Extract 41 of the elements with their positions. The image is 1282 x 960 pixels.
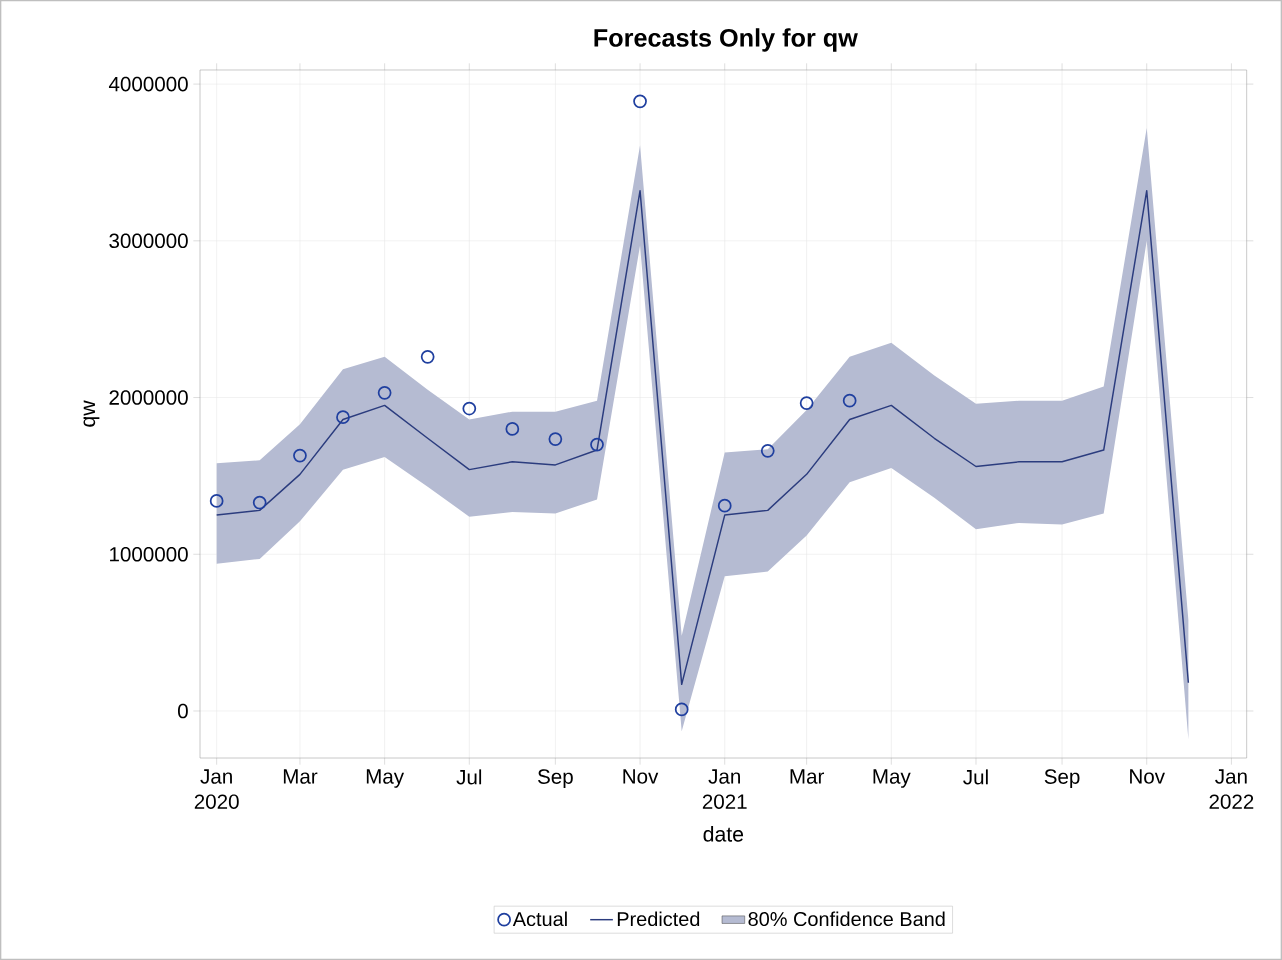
point bbox=[548, 432, 563, 446]
point bbox=[252, 495, 267, 510]
x-tick-label: Jan 2022 bbox=[1209, 769, 1254, 809]
point bbox=[842, 393, 857, 408]
y-axis-title: qw bbox=[83, 400, 100, 427]
x-tick-label: Mar bbox=[790, 769, 825, 784]
x-tick-label: Mar bbox=[283, 769, 318, 784]
x-tick-label: Nov bbox=[623, 769, 659, 784]
y-tick-label: 2000000 bbox=[109, 390, 188, 405]
point bbox=[674, 702, 689, 717]
text: 80% Confidence Band bbox=[748, 911, 945, 927]
x-axis-title: date bbox=[703, 826, 744, 842]
legend-label: Predicted bbox=[617, 911, 700, 927]
point bbox=[633, 94, 647, 109]
y-tick-label: 3000000 bbox=[109, 233, 188, 249]
point bbox=[293, 448, 307, 463]
x-tick-label: Nov bbox=[1130, 769, 1165, 784]
x-tick-label: May bbox=[366, 769, 405, 788]
x-tick-label: Jan 2020 bbox=[194, 769, 239, 809]
legend-label: Actual bbox=[512, 911, 567, 927]
point bbox=[505, 422, 520, 436]
chart-title: Forecasts Only for qw bbox=[594, 28, 858, 52]
x-tick-label: May bbox=[873, 769, 911, 788]
x-tick-label: Sep bbox=[537, 769, 573, 789]
line-series bbox=[215, 189, 1190, 686]
point bbox=[336, 410, 350, 424]
y-tick-label: 1000000 bbox=[110, 546, 188, 562]
point bbox=[717, 498, 732, 513]
x-tick-label: Jan 2021 bbox=[702, 769, 747, 809]
point bbox=[377, 385, 392, 400]
point bbox=[209, 494, 224, 508]
x-tick-label: Sep bbox=[1044, 769, 1080, 789]
point bbox=[590, 437, 604, 452]
point bbox=[462, 401, 477, 416]
x-tick-label: Jul bbox=[456, 769, 482, 785]
point bbox=[420, 349, 435, 364]
y-tick-label: 4000000 bbox=[108, 76, 188, 92]
point bbox=[799, 396, 814, 410]
x-tick-label: Jul bbox=[963, 769, 988, 785]
point bbox=[760, 443, 775, 458]
y-tick-label: 0 bbox=[178, 703, 188, 719]
